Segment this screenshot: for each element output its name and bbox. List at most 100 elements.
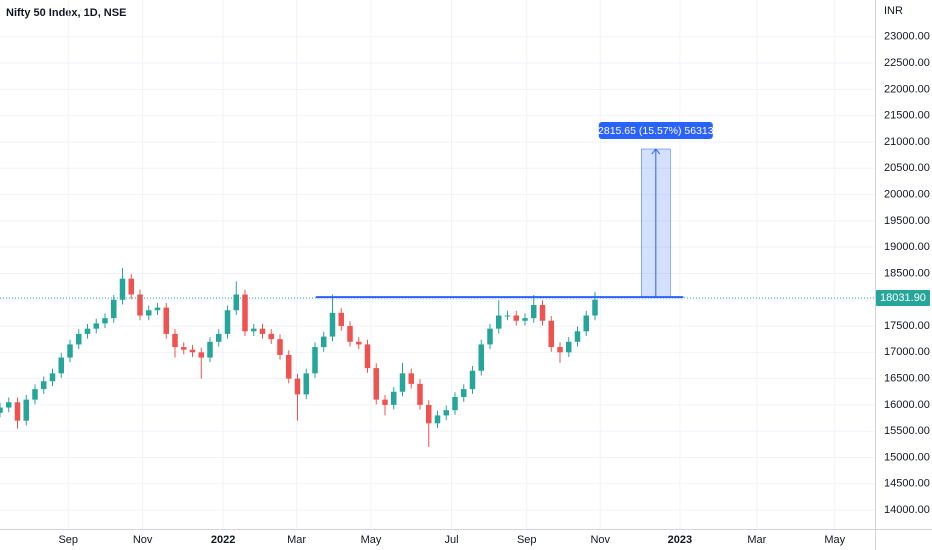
candle-body — [539, 304, 546, 321]
x-tick-label: Mar — [747, 534, 766, 546]
candle-body — [434, 415, 441, 424]
y-tick-label: 20000.00 — [884, 188, 930, 200]
last-price-label: 18031.90 — [880, 292, 926, 304]
candle-body — [496, 315, 502, 329]
candle-body — [373, 368, 379, 400]
candle-body — [32, 389, 38, 400]
y-tick-label: 14500.00 — [884, 478, 930, 490]
candle-body — [574, 331, 581, 342]
last-price-badge — [876, 290, 930, 307]
candle-body — [0, 407, 3, 413]
candle-body — [76, 333, 82, 345]
measure-label: 2815.65 (15.57%) 56313 — [598, 125, 714, 137]
measure-arrowhead — [651, 148, 661, 155]
candle-body — [399, 373, 406, 392]
candle-body — [242, 294, 248, 332]
y-tick-label: 21000.00 — [884, 136, 930, 148]
candle-body — [119, 278, 126, 300]
candle-body — [452, 397, 458, 411]
x-tick-label: Nov — [590, 534, 610, 546]
candle-body — [146, 310, 152, 316]
candle-body — [163, 307, 169, 334]
candle-body — [356, 341, 362, 345]
candle-body — [67, 344, 73, 358]
candle-body — [84, 328, 91, 334]
candle-body — [189, 349, 196, 353]
chart-title: Nifty 50 Index, 1D, NSE — [6, 7, 126, 19]
candle-body — [478, 344, 484, 371]
candle-body — [198, 352, 204, 358]
y-tick-label: 23000.00 — [884, 31, 930, 43]
candle-body — [592, 299, 598, 316]
y-tick-label: 20500.00 — [884, 162, 930, 174]
candle-body — [312, 347, 318, 374]
y-tick-label: 21500.00 — [884, 110, 930, 122]
x-tick-label: Jul — [444, 534, 458, 546]
currency-label: INR — [884, 5, 903, 17]
candle-body — [49, 373, 56, 382]
x-tick-label: 2023 — [668, 534, 692, 546]
candle-body — [172, 333, 178, 348]
candle-body — [443, 410, 449, 416]
candle-body — [504, 315, 511, 317]
candle-body — [294, 378, 301, 395]
x-tick-label: May — [824, 534, 845, 546]
candle-body — [487, 328, 493, 345]
candle-body — [111, 299, 117, 319]
candle-body — [102, 318, 108, 324]
candle-body — [58, 357, 64, 374]
y-tick-label: 14000.00 — [884, 504, 930, 516]
candle-body — [469, 370, 476, 390]
candle-body — [286, 354, 292, 379]
x-tick-label: May — [361, 534, 382, 546]
candle-body — [303, 373, 309, 395]
candle-body — [154, 307, 161, 311]
x-tick-label: Sep — [517, 534, 537, 546]
candle-body — [557, 347, 563, 353]
y-tick-label: 19500.00 — [884, 215, 930, 227]
candle-body — [137, 294, 143, 316]
candle-body — [181, 347, 187, 350]
x-tick-label: Mar — [287, 534, 306, 546]
candle-body — [566, 341, 572, 353]
candle-body — [41, 381, 47, 390]
candle-body — [364, 344, 371, 369]
candle-body — [224, 310, 231, 334]
candle-body — [216, 333, 222, 342]
candle-body — [251, 328, 257, 332]
candle-body — [548, 320, 554, 348]
candle-body — [93, 323, 99, 329]
candle-body — [408, 373, 414, 384]
candle-body — [321, 336, 327, 348]
candle-body — [233, 294, 239, 311]
candle-body — [382, 399, 388, 405]
y-tick-label: 17000.00 — [884, 346, 930, 358]
candle-body — [6, 402, 12, 408]
y-tick-label: 17500.00 — [884, 320, 930, 332]
candle-body — [329, 312, 336, 337]
y-tick-label: 16500.00 — [884, 373, 930, 385]
y-tick-label: 16000.00 — [884, 399, 930, 411]
candle-body — [417, 383, 423, 405]
candle-body — [259, 328, 266, 334]
y-tick-label: 22000.00 — [884, 83, 930, 95]
candle-body — [522, 318, 528, 321]
candle-body — [347, 326, 353, 342]
y-tick-label: 15000.00 — [884, 451, 930, 463]
candle-body — [128, 278, 134, 295]
candle-body — [426, 404, 432, 424]
candle-body — [277, 339, 283, 355]
y-tick-label: 19000.00 — [884, 241, 930, 253]
y-tick-label: 15500.00 — [884, 425, 930, 437]
x-tick-label: 2022 — [211, 534, 235, 546]
y-tick-label: 22500.00 — [884, 57, 930, 69]
candle-body — [531, 304, 537, 319]
candle-body — [583, 315, 589, 332]
candle-body — [461, 389, 467, 398]
candle-body — [513, 315, 519, 321]
measure-label-box — [598, 122, 713, 140]
candle-body — [23, 399, 29, 421]
